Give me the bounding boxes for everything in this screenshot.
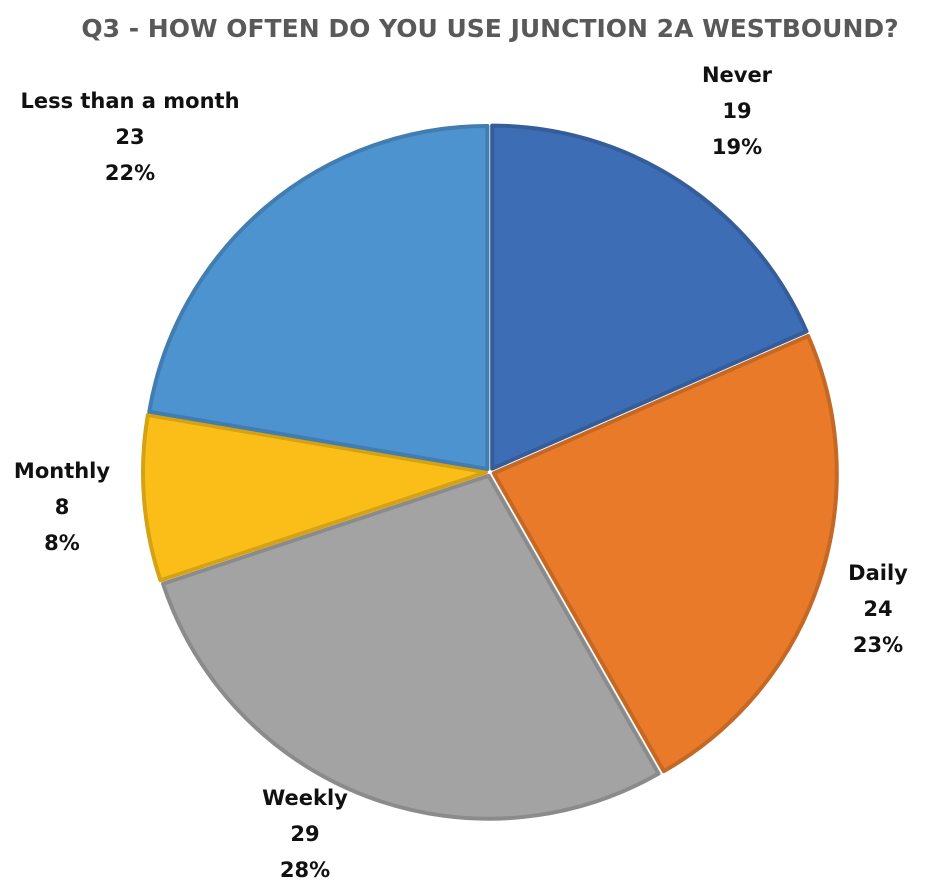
chart-title: Q3 - HOW OFTEN DO YOU USE JUNCTION 2A WE… [81,14,898,43]
slice-label-percent: 23% [853,633,903,657]
pie-slice [161,473,661,821]
pie-slice [147,123,490,471]
slice-label-value: 19 [722,99,751,123]
slice-label-value: 24 [863,597,892,621]
pie-slice [141,413,489,583]
slice-label-name: Less than a month [20,89,239,113]
pie-slice [490,123,809,471]
slice-label-name: Monthly [14,459,110,483]
slice-label-value: 8 [55,495,70,519]
slice-label-name: Weekly [262,786,348,810]
pie-slice [491,333,839,774]
slice-label-percent: 22% [105,161,155,185]
slice-label-value: 23 [115,125,144,149]
slice-label-name: Daily [848,561,908,585]
slice-label-percent: 28% [280,858,330,882]
slice-label-percent: 19% [712,135,762,159]
slice-label-value: 29 [290,822,319,846]
slice-label-percent: 8% [44,531,80,555]
slice-label-name: Never [702,63,773,87]
